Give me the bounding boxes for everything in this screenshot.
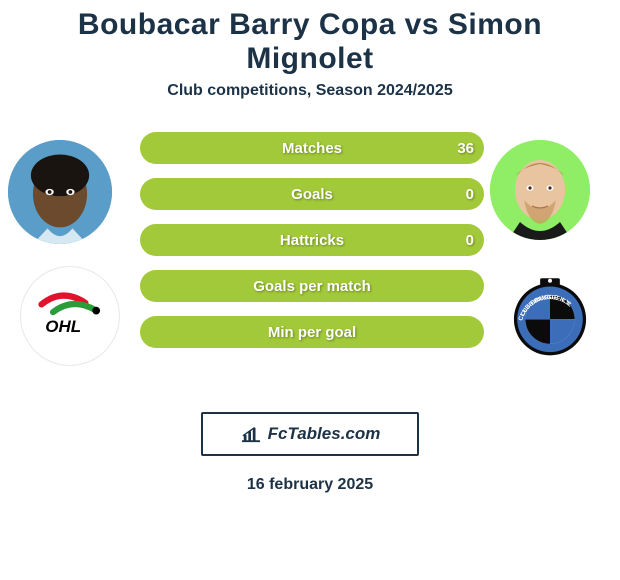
stat-row-hattricks: Hattricks 0 bbox=[140, 224, 484, 256]
bar-chart-icon bbox=[240, 425, 262, 443]
stat-right-value: 0 bbox=[466, 186, 474, 203]
page-title: Boubacar Barry Copa vs Simon Mignolet bbox=[0, 8, 620, 76]
brand-box: FcTables.com bbox=[201, 412, 419, 456]
comparison-card: Boubacar Barry Copa vs Simon Mignolet Cl… bbox=[0, 0, 620, 580]
stat-label: Hattricks bbox=[280, 232, 344, 249]
stat-label: Goals per match bbox=[253, 278, 371, 295]
brand-text: FcTables.com bbox=[268, 424, 381, 444]
stat-right-value: 36 bbox=[457, 140, 474, 157]
club-brugge-logo-icon: CLUB BRUGGE K.V. CLUB BRUGGE K.V. bbox=[509, 275, 591, 357]
player-left-icon bbox=[8, 140, 112, 244]
subtitle: Club competitions, Season 2024/2025 bbox=[0, 82, 620, 100]
stat-right-value: 0 bbox=[466, 232, 474, 249]
stat-label: Matches bbox=[282, 140, 342, 157]
club-badge-right: CLUB BRUGGE K.V. CLUB BRUGGE K.V. bbox=[500, 266, 600, 366]
stat-bars: Matches 36 Goals 0 Hattricks 0 Goals per… bbox=[140, 132, 484, 362]
player-avatar-left bbox=[8, 140, 112, 244]
stat-label: Min per goal bbox=[268, 324, 356, 341]
ohl-logo-icon: OHL bbox=[38, 289, 102, 343]
stat-row-min-per-goal: Min per goal bbox=[140, 316, 484, 348]
player-avatar-right bbox=[490, 140, 590, 240]
stat-row-goals: Goals 0 bbox=[140, 178, 484, 210]
stat-row-matches: Matches 36 bbox=[140, 132, 484, 164]
player-right-icon bbox=[490, 140, 590, 240]
date-label: 16 february 2025 bbox=[0, 476, 620, 494]
comparison-body: OHL CLUB BRUGGE K.V. bbox=[0, 136, 620, 396]
stat-row-goals-per-match: Goals per match bbox=[140, 270, 484, 302]
stat-label: Goals bbox=[291, 186, 333, 203]
svg-text:OHL: OHL bbox=[45, 317, 81, 336]
club-badge-left: OHL bbox=[20, 266, 120, 366]
